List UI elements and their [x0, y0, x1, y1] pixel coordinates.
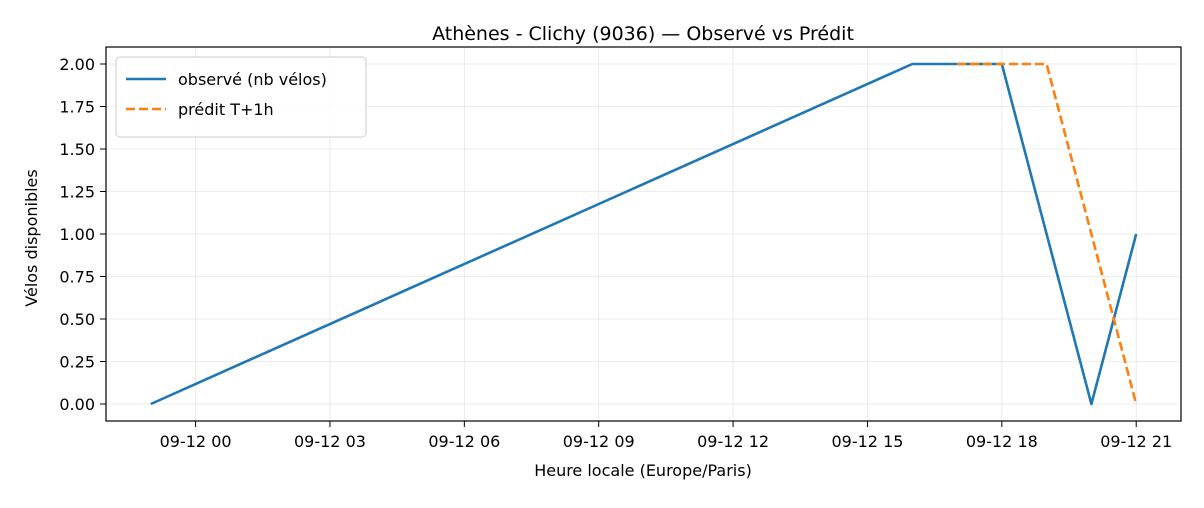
y-tick-label: 1.75	[59, 98, 95, 117]
legend-label-0: observé (nb vélos)	[178, 70, 327, 89]
x-tick-label: 09-12 06	[428, 432, 500, 451]
x-tick-label: 09-12 03	[294, 432, 366, 451]
x-tick-label: 09-12 15	[831, 432, 903, 451]
y-tick-label: 1.25	[59, 183, 95, 202]
x-tick-label: 09-12 12	[697, 432, 769, 451]
x-tick-label: 09-12 21	[1100, 432, 1172, 451]
series-lines	[150, 62, 1138, 406]
y-tick-label: 2.00	[59, 55, 95, 74]
y-tick-label: 0.75	[59, 268, 95, 287]
axis-ticks: 09-12 00 09-12 03 09-12 06 09-12 09 09-12 12…	[59, 55, 1172, 451]
y-tick-label: 1.00	[59, 225, 95, 244]
grid-lines	[106, 47, 1181, 421]
y-tick-label: 0.25	[59, 353, 95, 372]
legend-box	[115, 56, 367, 138]
series-line-1	[957, 62, 1138, 405]
legend: observé (nb vélos) prédit T+1h	[115, 56, 367, 138]
x-tick-label: 09-12 00	[160, 432, 232, 451]
y-axis-label: Vélos disponibles	[22, 169, 41, 306]
legend-label-1: prédit T+1h	[178, 100, 274, 119]
chart-title: Athènes - Clichy (9036) — Observé vs Pré…	[432, 23, 854, 45]
x-tick-label: 09-12 18	[966, 432, 1038, 451]
y-tick-label: 0.50	[59, 310, 95, 329]
y-tick-label: 1.50	[59, 140, 95, 159]
x-tick-label: 09-12 09	[563, 432, 635, 451]
x-axis-label: Heure locale (Europe/Paris)	[534, 461, 752, 480]
y-tick-label: 0.00	[59, 395, 95, 414]
